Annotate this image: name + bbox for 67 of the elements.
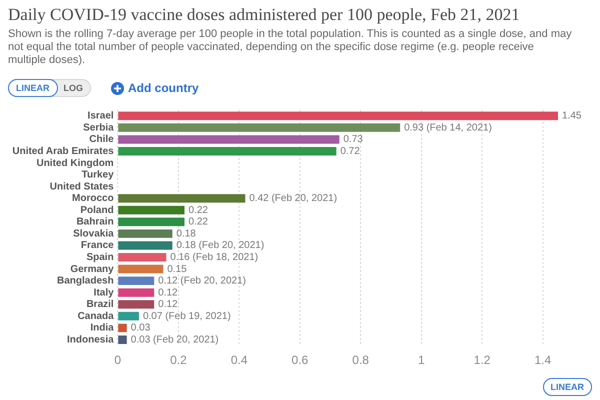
data-label: 0.12 [158,287,178,298]
scale-toggle[interactable]: LINEAR LOG [8,79,91,97]
data-label: 0.42 (Feb 20, 2021) [249,193,338,204]
y-tick-label: United Kingdom [36,158,114,169]
x-tick-label: 0.2 [170,353,188,368]
y-tick-label: Poland [80,204,114,216]
bar [118,253,166,262]
bar [118,206,184,214]
bar [118,276,154,286]
data-label: 0.18 (Feb 20, 2021) [176,240,264,252]
bar [118,241,172,250]
data-label: 0.72 [340,146,360,157]
y-tick-label: Germany [70,264,114,275]
y-tick-label: Bahrain [76,216,114,228]
y-tick-label: Canada [78,310,114,322]
y-tick-label: Indonesia [67,334,114,346]
y-tick-label: Brazil [86,299,114,310]
y-tick-label: Turkey [82,170,114,181]
data-label: 0.12 [158,299,178,310]
bar [118,218,184,226]
bar [118,146,336,156]
x-tick-label: 1.2 [474,353,491,368]
bar [118,335,127,344]
y-tick-label: France [80,240,114,252]
text: Add country [128,81,199,95]
bar [118,312,139,320]
data-label: 0.12 (Feb 20, 2021) [158,276,246,287]
bar [118,112,558,120]
bar [118,264,164,274]
x-tick-label: 0 [114,353,122,368]
data-label: 0.03 [130,322,151,334]
x-tick-label: 0.6 [292,353,309,368]
data-label: 0.15 [167,264,188,275]
y-tick-label: Bangladesh [57,276,114,287]
bar [118,288,154,297]
data-label: 0.22 [188,216,208,228]
data-label: 0.18 [176,228,196,240]
data-label: 0.93 (Feb 14, 2021) [404,122,492,134]
data-label: 0.03 (Feb 20, 2021) [130,334,219,346]
y-tick-label: Chile [89,134,114,146]
data-label: 0.07 (Feb 19, 2021) [142,310,231,322]
chart-subtitle: Shown is the rolling 7-day average per 100 people in the total population. This is counted as a single dose, and may not equal the total number of people vaccinated, depending on the specific dose regime (e.g. people receive multiple doses). [8,28,573,67]
data-label: 0.73 [343,134,364,146]
data-label: 0.16 (Feb 18, 2021) [170,252,258,263]
data-label: 1.45 [562,110,582,122]
bar [118,324,127,332]
y-tick-label: Morocco [72,193,114,204]
x-tick-label: 1 [418,353,426,368]
data-label: 0.22 [188,204,208,216]
y-tick-label: Italy [94,287,114,298]
x-tick-label: 0.8 [352,353,370,368]
y-tick-label: United Arab Emirates [12,146,114,157]
scale-toggle[interactable]: LINEAR [542,378,592,396]
x-tick-label: 0.4 [230,353,248,368]
y-tick-label: Serbia [83,122,114,134]
bar [118,123,400,132]
x-tick-label: 1.4 [534,353,552,368]
bar [118,135,340,144]
y-tick-label: Slovakia [73,228,114,240]
bar [118,300,154,309]
y-tick-label: Israel [88,110,114,122]
y-tick-label: India [90,322,114,334]
chart-title: Daily COVID-19 vaccine doses administered per 100 people, Feb 21, 2021 [8,5,520,25]
bar [118,229,172,238]
y-tick-label: United States [50,181,114,192]
bar [118,194,246,203]
y-tick-label: Spain [86,252,114,263]
